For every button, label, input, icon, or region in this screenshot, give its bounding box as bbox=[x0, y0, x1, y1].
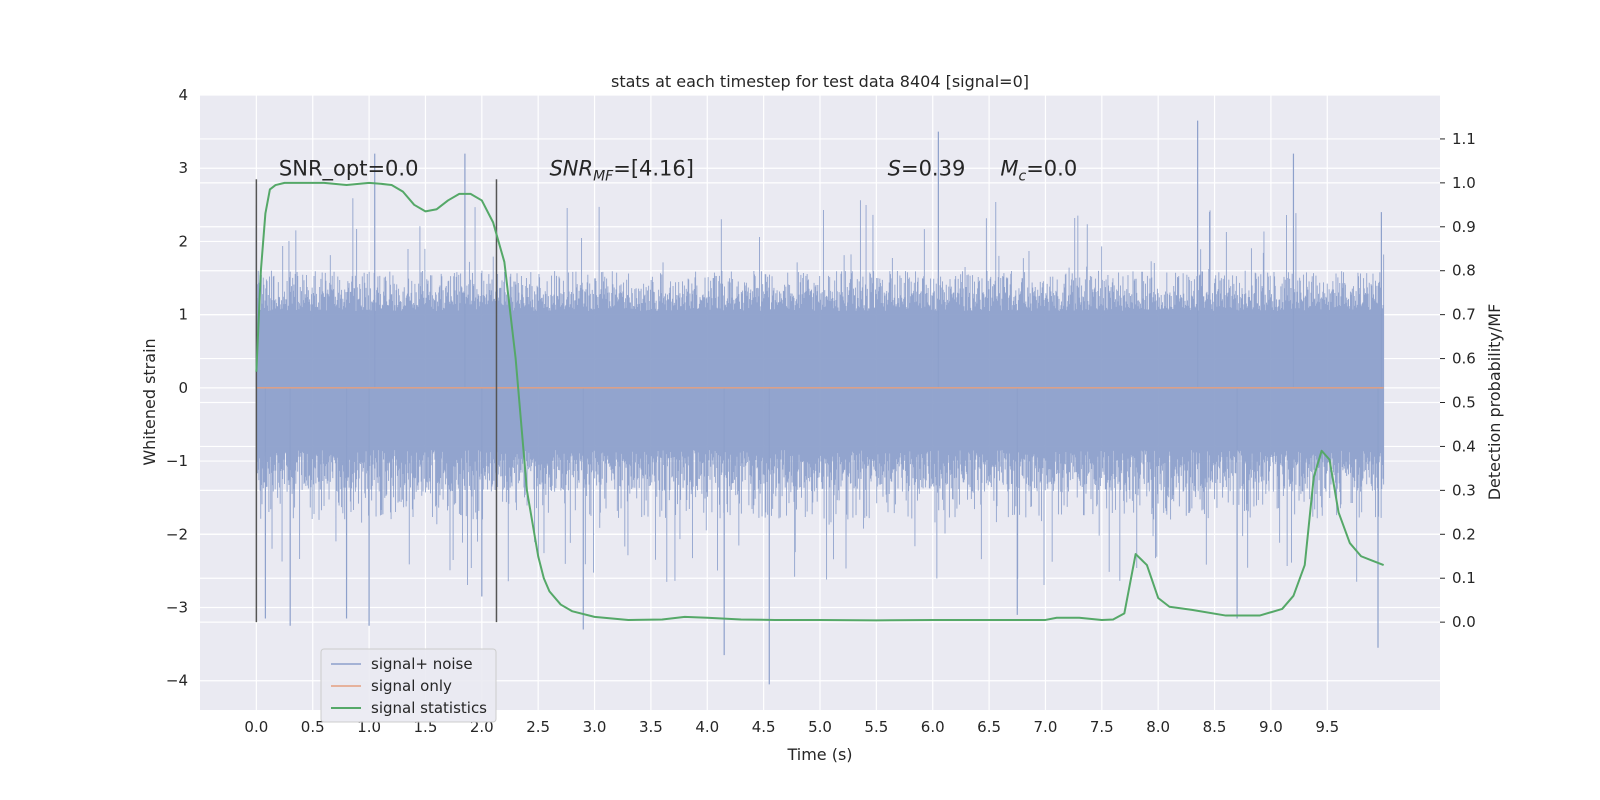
x-tick-label: 3.0 bbox=[583, 718, 607, 736]
x-axis-label: Time (s) bbox=[786, 745, 852, 764]
x-tick-label: 0.5 bbox=[301, 718, 325, 736]
legend: signal+ noise signal only signal statist… bbox=[320, 648, 497, 723]
y2-tick-label: 0.8 bbox=[1452, 262, 1476, 280]
vertical-markers bbox=[255, 179, 498, 623]
y2-axis-ticks: 0.0 0.1 0.2 0.3 0.4 0.5 0.6 0.7 0.8 0.9 1.0 1.1 bbox=[1440, 130, 1476, 631]
annotation-1: SNRMF=[4.16] bbox=[549, 157, 694, 185]
x-tick-label: 4.5 bbox=[752, 718, 776, 736]
x-tick-label: 6.5 bbox=[977, 718, 1001, 736]
y2-tick-label: 0.1 bbox=[1452, 569, 1476, 587]
x-tick-label: 2.5 bbox=[526, 718, 550, 736]
y2-tick-label: 0.5 bbox=[1452, 394, 1476, 412]
y2-tick-label: 1.1 bbox=[1452, 130, 1476, 148]
y2-tick-label: 0.0 bbox=[1452, 613, 1476, 631]
y-tick-label: 4 bbox=[178, 86, 188, 104]
y-tick-label: −2 bbox=[166, 525, 188, 543]
annotations: SNR_opt=0.0 SNRMF=[4.16] S=0.39 Mc=0.0 bbox=[279, 157, 1077, 185]
x-tick-label: 6.0 bbox=[921, 718, 945, 736]
legend-entry-signal-noise: signal+ noise bbox=[371, 655, 473, 673]
x-tick-label: 3.5 bbox=[639, 718, 663, 736]
annotation-0: SNR_opt=0.0 bbox=[279, 157, 419, 182]
x-tick-label: 7.0 bbox=[1034, 718, 1058, 736]
y2-tick-label: 1.0 bbox=[1452, 174, 1476, 192]
x-tick-label: 0.0 bbox=[244, 718, 268, 736]
y2-tick-label: 0.4 bbox=[1452, 437, 1476, 455]
x-tick-label: 8.5 bbox=[1203, 718, 1227, 736]
y2-tick-label: 0.9 bbox=[1452, 218, 1476, 236]
y-axis-label: Whitened strain bbox=[140, 338, 159, 465]
y-tick-label: 1 bbox=[178, 306, 188, 324]
y-axis-ticks: −4 −3 −2 −1 0 1 2 3 4 bbox=[166, 86, 188, 690]
series-signal-noise bbox=[255, 120, 1385, 685]
signal-statistics-line bbox=[255, 181, 1385, 622]
y-tick-label: 2 bbox=[178, 232, 188, 250]
y-tick-label: 3 bbox=[178, 159, 188, 177]
y-tick-label: −1 bbox=[166, 452, 188, 470]
annotation-3: Mc=0.0 bbox=[1000, 157, 1077, 185]
y-tick-label: 0 bbox=[178, 379, 188, 397]
x-tick-label: 8.0 bbox=[1146, 718, 1170, 736]
y2-tick-label: 0.3 bbox=[1452, 481, 1476, 499]
y2-tick-label: 0.7 bbox=[1452, 306, 1476, 324]
y2-tick-label: 0.6 bbox=[1452, 350, 1476, 368]
x-tick-label: 9.0 bbox=[1259, 718, 1283, 736]
chart-title: stats at each timestep for test data 840… bbox=[611, 72, 1029, 91]
y-tick-label: −3 bbox=[166, 599, 188, 617]
y2-tick-label: 0.2 bbox=[1452, 525, 1476, 543]
x-tick-label: 7.5 bbox=[1090, 718, 1114, 736]
x-tick-label: 5.0 bbox=[808, 718, 832, 736]
legend-box bbox=[320, 648, 497, 723]
y-tick-label: −4 bbox=[166, 672, 188, 690]
legend-entry-signal-only: signal only bbox=[371, 677, 452, 695]
legend-entry-signal-statistics: signal statistics bbox=[371, 699, 487, 717]
series-signal-statistics bbox=[255, 181, 1385, 622]
x-tick-label: 5.5 bbox=[864, 718, 888, 736]
x-tick-label: 4.0 bbox=[695, 718, 719, 736]
y2-axis-label: Detection probability/MF bbox=[1485, 304, 1504, 501]
x-tick-label: 9.5 bbox=[1315, 718, 1339, 736]
annotation-2: S=0.39 bbox=[888, 157, 966, 181]
